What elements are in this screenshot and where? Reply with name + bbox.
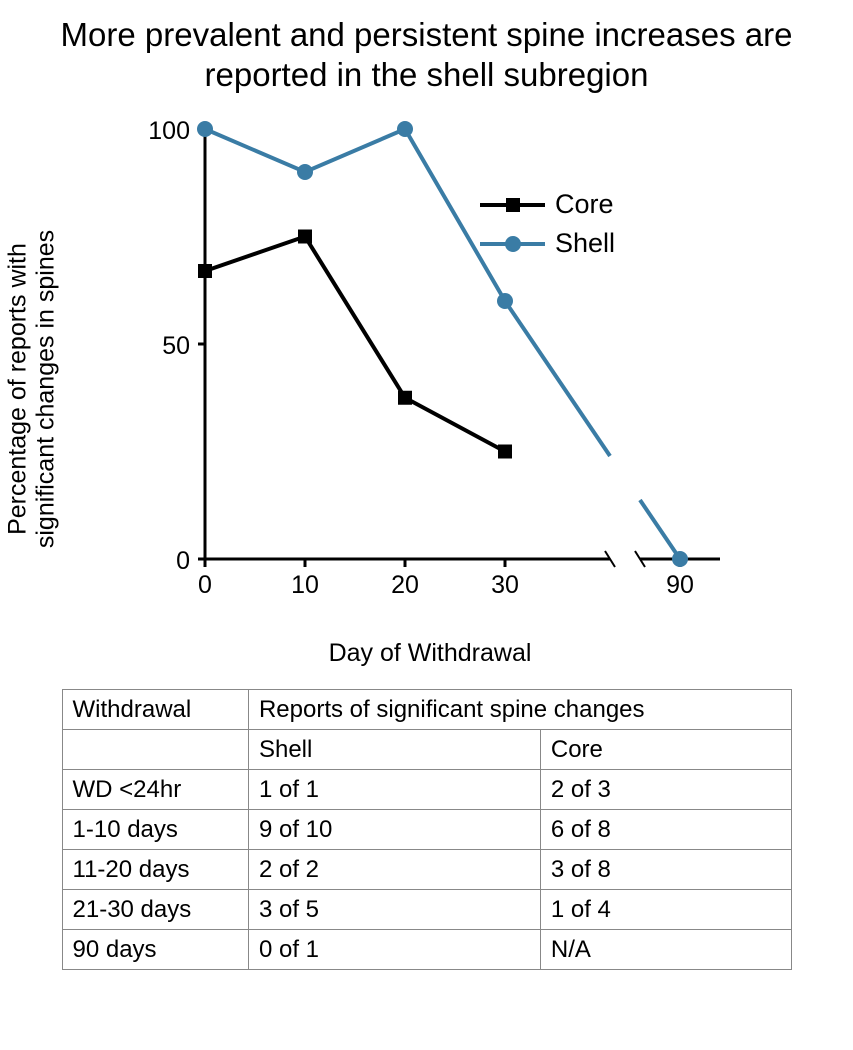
cell-w: WD <24hr: [62, 770, 248, 810]
cell-shell: 2 of 2: [248, 850, 540, 890]
cell-core: 6 of 8: [540, 810, 791, 850]
cell-shell: 0 of 1: [248, 930, 540, 970]
legend-core: Core: [480, 189, 615, 220]
xtick-30: 30: [491, 571, 519, 600]
legend-shell-label: Shell: [555, 228, 615, 259]
table-row: 90 days 0 of 1 N/A: [62, 930, 791, 970]
th-withdrawal: Withdrawal: [62, 690, 248, 730]
square-marker-icon: [506, 198, 520, 212]
xtick-90: 90: [666, 571, 694, 600]
table-row: 21-30 days 3 of 5 1 of 4: [62, 890, 791, 930]
plot-area: 0 50 100 0 10 20 30 90: [150, 119, 740, 589]
cell-core: 1 of 4: [540, 890, 791, 930]
th-core: Core: [540, 730, 791, 770]
ytick-50: 50: [140, 332, 190, 361]
legend-core-label: Core: [555, 189, 614, 220]
cell-shell: 9 of 10: [248, 810, 540, 850]
table-header-row1: Withdrawal Reports of significant spine …: [62, 690, 791, 730]
cell-w: 11-20 days: [62, 850, 248, 890]
cell-w: 1-10 days: [62, 810, 248, 850]
ytick-0: 0: [140, 547, 190, 576]
ylabel-line1: Percentage of reports with: [4, 243, 32, 535]
cell-core: 2 of 3: [540, 770, 791, 810]
line-chart: Percentage of reports with significant c…: [60, 109, 780, 669]
xtick-0: 0: [198, 571, 212, 600]
legend-shell-line: [480, 242, 545, 246]
th-empty: [62, 730, 248, 770]
cell-core: N/A: [540, 930, 791, 970]
chart-svg: [150, 119, 740, 589]
circle-marker-icon: [505, 236, 521, 252]
table-row: WD <24hr 1 of 1 2 of 3: [62, 770, 791, 810]
table-row: 11-20 days 2 of 2 3 of 8: [62, 850, 791, 890]
cell-w: 21-30 days: [62, 890, 248, 930]
ytick-100: 100: [140, 117, 190, 146]
page-title: More prevalent and persistent spine incr…: [0, 0, 853, 99]
cell-shell: 3 of 5: [248, 890, 540, 930]
y-axis-label: Percentage of reports with significant c…: [5, 230, 60, 548]
cell-core: 3 of 8: [540, 850, 791, 890]
xtick-20: 20: [391, 571, 419, 600]
cell-shell: 1 of 1: [248, 770, 540, 810]
th-reports: Reports of significant spine changes: [248, 690, 791, 730]
th-shell: Shell: [248, 730, 540, 770]
legend-core-line: [480, 203, 545, 207]
xtick-10: 10: [291, 571, 319, 600]
ylabel-line2: significant changes in spines: [31, 230, 59, 548]
table-header-row2: Shell Core: [62, 730, 791, 770]
x-axis-label: Day of Withdrawal: [329, 639, 532, 668]
table-row: 1-10 days 9 of 10 6 of 8: [62, 810, 791, 850]
legend: Core Shell: [480, 189, 615, 267]
legend-shell: Shell: [480, 228, 615, 259]
cell-w: 90 days: [62, 930, 248, 970]
data-table: Withdrawal Reports of significant spine …: [62, 689, 792, 970]
